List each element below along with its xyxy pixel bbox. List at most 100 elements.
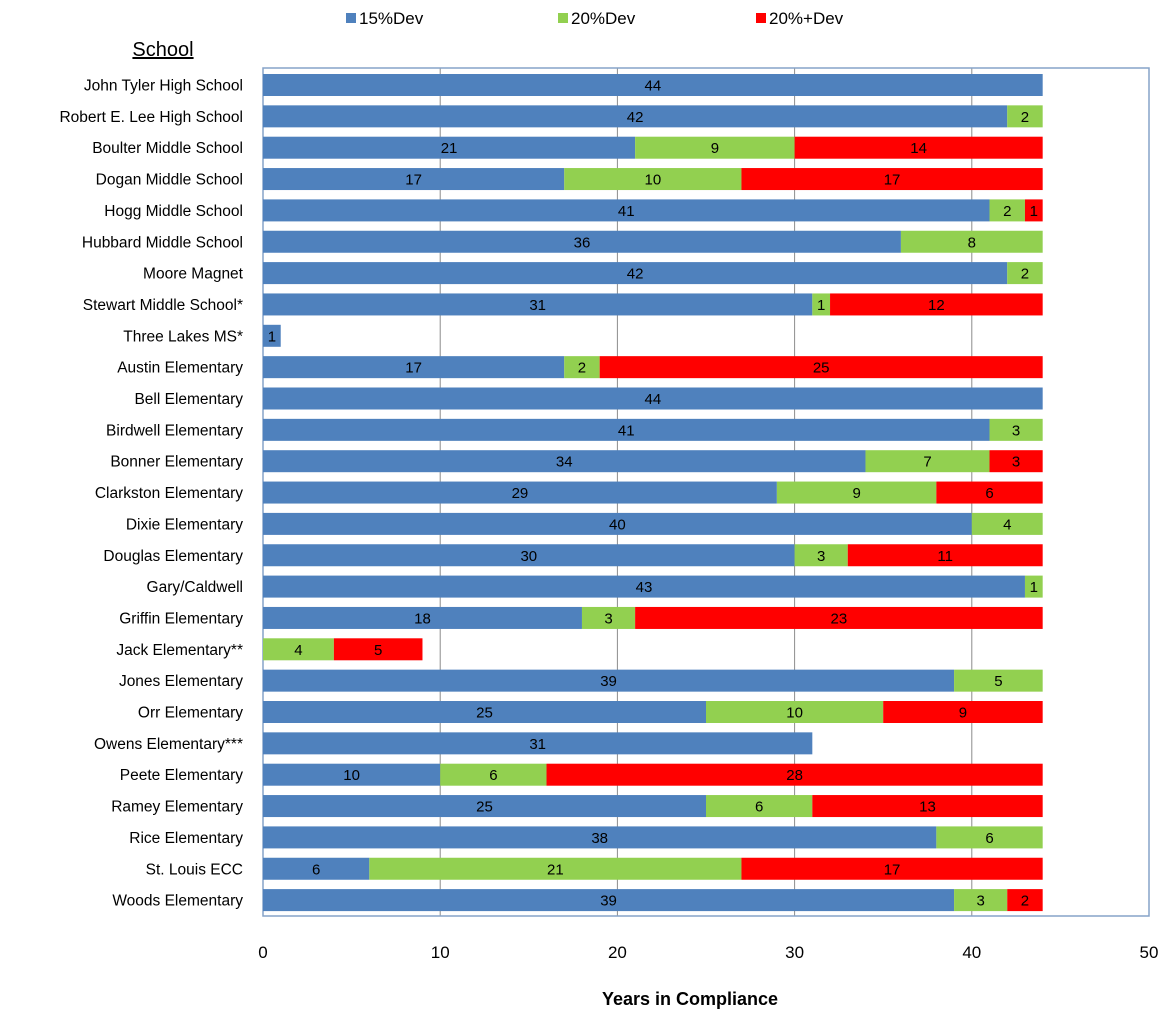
data-label: 39 <box>600 673 617 690</box>
category-label: St. Louis ECC <box>146 861 243 878</box>
data-label: 6 <box>312 861 320 878</box>
category-label: Jack Elementary** <box>116 642 243 659</box>
category-label: Clarkston Elementary <box>95 485 243 502</box>
data-label: 34 <box>556 454 573 471</box>
data-label: 42 <box>627 266 644 283</box>
x-tick-label: 50 <box>1140 943 1159 962</box>
data-label: 38 <box>591 830 608 847</box>
category-label: Douglas Elementary <box>103 548 243 565</box>
data-label: 41 <box>618 203 635 220</box>
data-label: 31 <box>529 297 546 314</box>
data-label: 44 <box>644 391 661 408</box>
category-label: Three Lakes MS* <box>123 328 243 345</box>
data-label: 17 <box>884 861 901 878</box>
x-axis-title: Years in Compliance <box>602 989 778 1009</box>
legend-label: 20%+Dev <box>769 9 844 28</box>
data-label: 23 <box>831 610 848 627</box>
data-label: 5 <box>994 673 1002 690</box>
data-label: 1 <box>817 297 825 314</box>
x-tick-label: 10 <box>431 943 450 962</box>
legend: 15%Dev 20%Dev 20%+Dev <box>346 9 844 28</box>
category-label: Griffin Elementary <box>119 610 243 627</box>
data-label: 42 <box>627 109 644 126</box>
category-label: Bonner Elementary <box>110 454 243 471</box>
data-label: 28 <box>786 767 803 784</box>
data-label: 2 <box>1021 109 1029 126</box>
category-label: Orr Elementary <box>138 705 243 722</box>
data-label: 21 <box>547 861 564 878</box>
category-label: Austin Elementary <box>117 360 243 377</box>
data-label: 17 <box>405 172 422 189</box>
category-label: Hogg Middle School <box>104 203 243 220</box>
data-label: 2 <box>1003 203 1011 220</box>
data-label: 4 <box>294 642 302 659</box>
data-label: 1 <box>268 328 276 345</box>
legend-swatch <box>756 13 766 23</box>
x-tick-label: 20 <box>608 943 627 962</box>
data-label: 17 <box>884 172 901 189</box>
category-label: Gary/Caldwell <box>147 579 243 596</box>
data-label: 13 <box>919 799 936 816</box>
data-label: 12 <box>928 297 945 314</box>
data-label: 4 <box>1003 516 1011 533</box>
data-label: 14 <box>910 140 927 157</box>
data-label: 11 <box>937 548 953 565</box>
data-label: 6 <box>985 485 993 502</box>
data-label: 2 <box>1021 266 1029 283</box>
data-label: 6 <box>985 830 993 847</box>
data-label: 44 <box>644 78 661 95</box>
category-label: Rice Elementary <box>129 830 243 847</box>
data-label: 2 <box>578 360 586 377</box>
data-label: 1 <box>1030 203 1038 220</box>
data-label: 18 <box>414 610 431 627</box>
category-label: Jones Elementary <box>119 673 243 690</box>
data-label: 21 <box>441 140 458 157</box>
category-label: Peete Elementary <box>120 767 243 784</box>
data-label: 1 <box>1030 579 1038 596</box>
x-tick-label: 0 <box>258 943 267 962</box>
category-label: Moore Magnet <box>143 266 244 283</box>
data-label: 29 <box>512 485 529 502</box>
data-label: 40 <box>609 516 626 533</box>
data-label: 3 <box>1012 422 1020 439</box>
category-label: Dixie Elementary <box>126 516 243 533</box>
category-label: Hubbard Middle School <box>82 234 243 251</box>
data-label: 2 <box>1021 893 1029 910</box>
data-label: 7 <box>923 454 931 471</box>
data-label: 8 <box>968 234 976 251</box>
category-label: Robert E. Lee High School <box>59 109 243 126</box>
data-label: 25 <box>813 360 830 377</box>
data-label: 43 <box>636 579 653 596</box>
data-label: 3 <box>1012 454 1020 471</box>
x-tick-label: 40 <box>962 943 981 962</box>
category-label: Owens Elementary*** <box>94 736 243 753</box>
legend-label: 20%Dev <box>571 9 636 28</box>
bars-layer: 4442 221 9 1417 10 1741 2 136 842 231 1 12117 2 25444… <box>263 74 1043 911</box>
data-label: 25 <box>476 705 493 722</box>
category-labels: John Tyler High School Robert E. Lee High… <box>59 78 243 910</box>
data-label: 41 <box>618 422 635 439</box>
data-label: 36 <box>574 234 591 251</box>
y-axis-title: School <box>132 39 193 61</box>
category-label: Woods Elementary <box>112 893 243 910</box>
data-label: 10 <box>644 172 661 189</box>
data-label: 6 <box>755 799 763 816</box>
data-label: 10 <box>786 705 803 722</box>
category-label: John Tyler High School <box>84 78 243 95</box>
data-label: 17 <box>405 360 422 377</box>
data-label: 5 <box>374 642 382 659</box>
data-label: 25 <box>476 799 493 816</box>
data-label: 31 <box>529 736 546 753</box>
legend-swatch <box>346 13 356 23</box>
data-label: 9 <box>711 140 719 157</box>
data-label: 10 <box>343 767 360 784</box>
x-tick-labels: 0 10 20 30 40 50 <box>258 943 1158 962</box>
data-label: 9 <box>959 705 967 722</box>
legend-label: 15%Dev <box>359 9 424 28</box>
data-label: 3 <box>817 548 825 565</box>
data-label: 30 <box>520 548 537 565</box>
category-label: Birdwell Elementary <box>106 422 243 439</box>
category-label: Stewart Middle School* <box>83 297 243 314</box>
category-label: Dogan Middle School <box>96 172 243 189</box>
